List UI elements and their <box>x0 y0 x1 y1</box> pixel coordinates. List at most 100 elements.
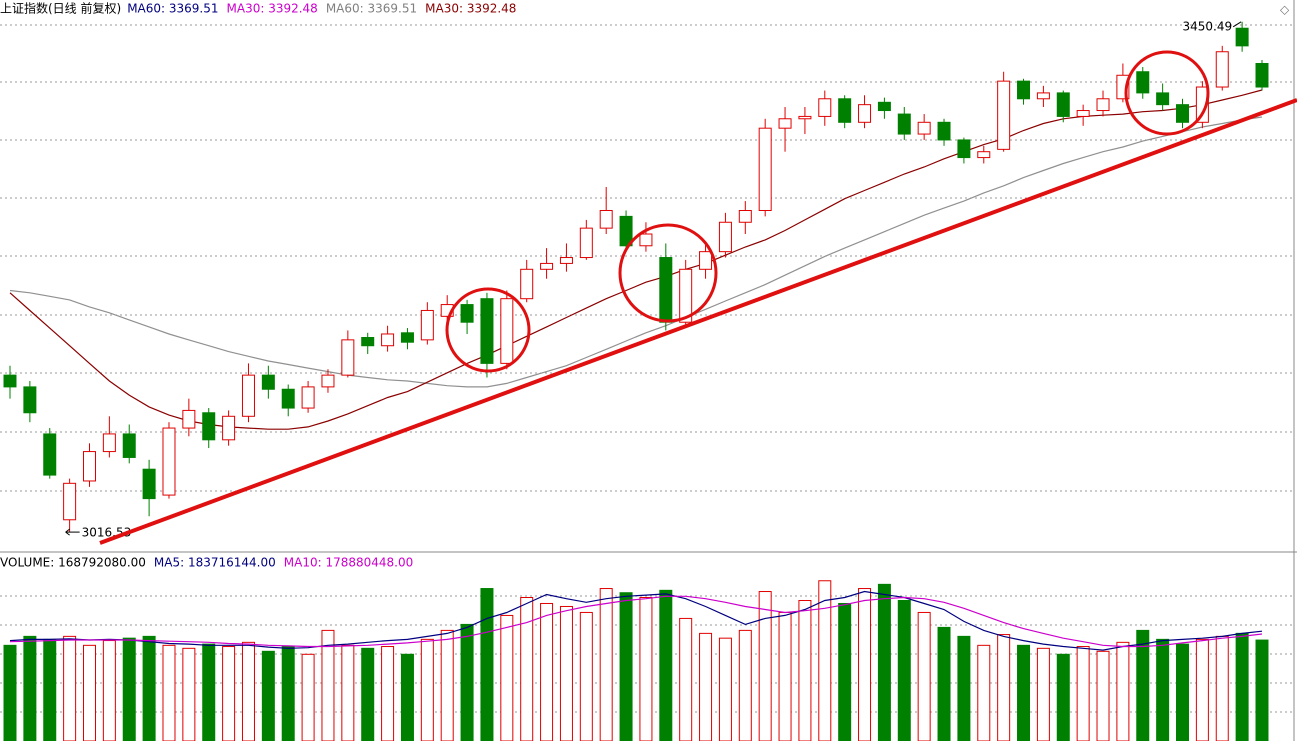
candle-body <box>400 332 414 343</box>
volume-bar <box>1056 653 1070 741</box>
volume-bar <box>23 635 37 741</box>
trend-line <box>99 98 1297 545</box>
volume-bar <box>122 637 136 741</box>
volume-bar <box>738 629 752 741</box>
candle-body <box>500 298 514 364</box>
candle-body <box>222 415 236 441</box>
volume-bar <box>877 583 891 741</box>
volume-bar <box>579 611 593 741</box>
volume-bar <box>3 644 17 741</box>
legend-entry: VOLUME: 168792080.00 <box>0 556 146 570</box>
candle-body <box>917 121 931 135</box>
volume-bar <box>1076 646 1090 741</box>
volume-bar <box>599 588 613 741</box>
ma-line <box>9 590 1263 651</box>
ma-line <box>9 595 1263 648</box>
candle-body <box>3 374 17 388</box>
candle-body <box>520 268 534 300</box>
legend-entry: MA30: 3392.48 <box>425 2 516 16</box>
volume-bar <box>162 644 176 741</box>
candle-body <box>1215 51 1229 88</box>
volume-bar <box>241 641 255 741</box>
candle-body <box>718 221 732 253</box>
candle-body <box>957 139 971 159</box>
volume-bar <box>440 629 454 741</box>
circle-highlight <box>445 287 531 373</box>
candle-body <box>619 215 633 247</box>
candle-body <box>1176 104 1190 123</box>
candle-body <box>559 257 573 264</box>
candle-body <box>778 118 792 129</box>
volume-bar <box>619 592 633 741</box>
volume-bar <box>957 635 971 741</box>
volume-bar <box>977 644 991 741</box>
legend-entry: MA10: 178880448.00 <box>284 556 414 570</box>
candle-body <box>341 339 355 376</box>
candle-body <box>1235 27 1249 47</box>
candle-body <box>699 251 713 270</box>
candle-body <box>599 209 613 229</box>
volume-bar <box>301 653 315 741</box>
volume-bar <box>1255 639 1269 741</box>
candle-body <box>897 113 911 135</box>
candle-body <box>738 209 752 223</box>
low-arrowhead <box>65 528 70 536</box>
high-pointer <box>1232 21 1242 28</box>
volume-bar <box>897 599 911 741</box>
volume-bar <box>559 605 573 741</box>
candle-body <box>381 333 395 347</box>
volume-bar <box>82 644 96 741</box>
candle-body <box>460 304 474 323</box>
candle-body <box>540 262 554 270</box>
volume-bar <box>500 614 514 741</box>
volume-bar <box>778 611 792 741</box>
volume-bar <box>1156 638 1170 741</box>
volume-bar <box>758 591 772 741</box>
volume-bar <box>321 629 335 741</box>
high-label: 3450.49 <box>1183 19 1233 33</box>
volume-bar <box>381 646 395 741</box>
candle-body <box>162 427 176 496</box>
candle-body <box>758 127 772 211</box>
candle-body <box>281 388 295 409</box>
volume-bar <box>361 647 375 741</box>
candle-body <box>1255 63 1269 88</box>
volume-bar <box>43 638 57 741</box>
candle-body <box>1056 92 1070 117</box>
volume-bar <box>838 602 852 741</box>
volume-bar <box>202 643 216 741</box>
volume-bar <box>102 640 116 741</box>
volume-bar <box>937 626 951 741</box>
legend-entry: MA60: 3369.51 <box>326 2 417 16</box>
candle-body <box>679 268 693 323</box>
volume-bar <box>1235 632 1249 741</box>
candle-body <box>321 374 335 388</box>
candle-body <box>182 409 196 429</box>
candle-body <box>659 257 673 323</box>
candle-body <box>202 412 216 441</box>
volume-bar <box>63 635 77 741</box>
candle-body <box>838 98 852 123</box>
volume-bar <box>818 580 832 741</box>
volume-bar <box>1116 641 1130 741</box>
candle-body <box>1036 92 1050 100</box>
volume-bar <box>718 637 732 741</box>
candle-body <box>1195 86 1209 123</box>
candle-body <box>1136 71 1150 94</box>
marker-icon: ◇ <box>1280 3 1290 17</box>
volume-bar <box>1215 635 1229 741</box>
candle-body <box>480 298 494 364</box>
ma-line <box>9 89 1263 430</box>
volume-bar <box>142 635 156 741</box>
volume-bar <box>639 597 653 741</box>
volume-bar <box>1136 629 1150 741</box>
candle-body <box>997 80 1011 150</box>
candle-body <box>1156 92 1170 106</box>
candle-body <box>43 433 57 476</box>
candle-body <box>818 98 832 117</box>
candle-body <box>877 101 891 112</box>
volume-bar <box>917 611 931 741</box>
candle-body <box>82 451 96 482</box>
